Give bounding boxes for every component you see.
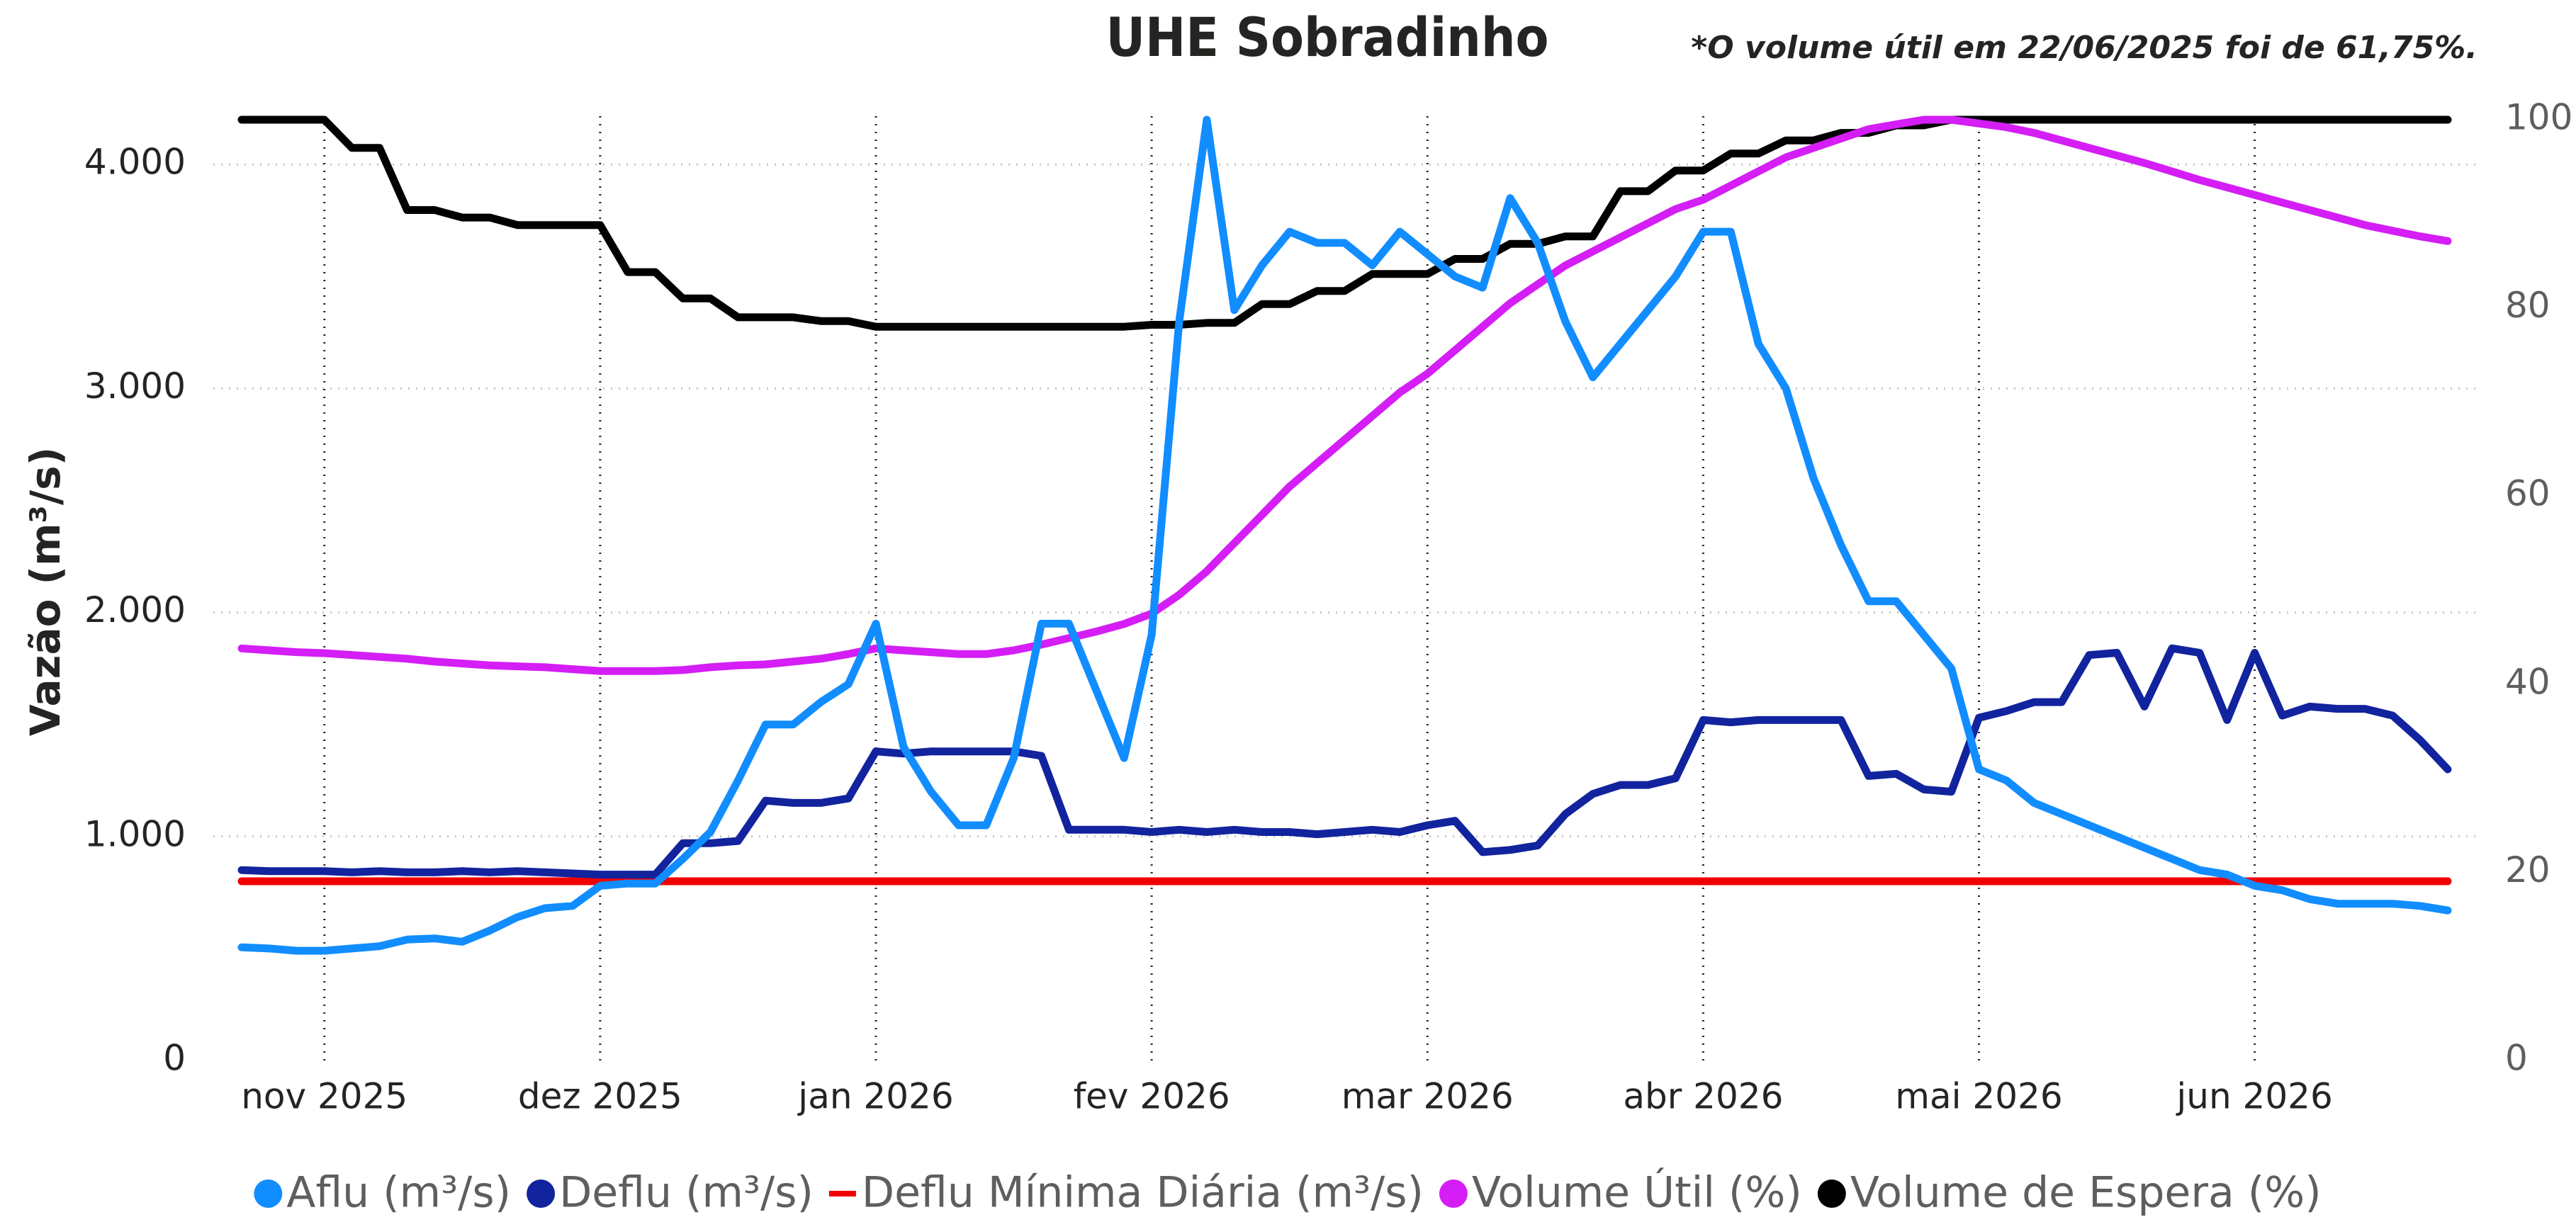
y2-tick-label: 60 [2505,473,2550,514]
series-line [237,115,2452,331]
x-tick-label: jun 2026 [2176,1076,2332,1117]
y2-tick-label: 0 [2505,1038,2528,1079]
legend-marker [1439,1179,1468,1208]
legend-item: Deflu Mínima Diária (m³/s) [828,1168,1424,1218]
x-tick-label: mai 2026 [1895,1076,2062,1117]
x-tick-label: nov 2025 [241,1076,407,1117]
y-tick-label: 1.000 [84,813,186,854]
legend-item: Volume Útil (%) [1439,1167,1802,1218]
legend-marker [527,1179,556,1208]
series-line [237,115,2452,675]
chart-title: UHE Sobradinho [1106,6,1549,69]
x-tick-label: abr 2026 [1623,1076,1783,1117]
y2-tick-label: 80 [2505,285,2550,326]
legend-label: Deflu (m³/s) [559,1168,814,1218]
x-tick-label: mar 2026 [1342,1076,1514,1117]
legend-marker [828,1191,856,1196]
legend-label: Aflu (m³/s) [286,1168,511,1218]
series-line [237,644,2452,879]
y-tick-label: 0 [163,1038,186,1079]
y-axis-title: Vazão (m³/s) [21,447,69,736]
y2-tick-label: 40 [2505,661,2550,702]
x-tick-label: dez 2025 [518,1076,682,1117]
y2-tick-label: 100 [2505,97,2572,138]
legend-marker [254,1179,283,1208]
y2-tick-label: 20 [2505,849,2550,890]
legend-item: Aflu (m³/s) [254,1168,511,1218]
legend-item: Deflu (m³/s) [527,1168,814,1218]
annotation: *O volume útil em 22/06/2025 foi de 61,7… [1691,30,2477,66]
legend-label: Volume Útil (%) [1472,1167,1802,1218]
y-tick-label: 3.000 [84,366,186,407]
legend: Aflu (m³/s) Deflu (m³/s) Deflu Mínima Diár… [254,1167,2322,1218]
x-tick-label: fev 2026 [1074,1076,1230,1117]
legend-label: Volume de Espera (%) [1850,1168,2322,1218]
legend-marker [1817,1179,1846,1208]
legend-item: Volume de Espera (%) [1817,1168,2322,1218]
y-tick-label: 2.000 [84,589,186,630]
x-tick-label: jan 2026 [797,1076,953,1117]
y-tick-label: 4.000 [84,142,186,183]
series-line [237,115,2452,955]
legend-label: Deflu Mínima Diária (m³/s) [862,1168,1424,1218]
